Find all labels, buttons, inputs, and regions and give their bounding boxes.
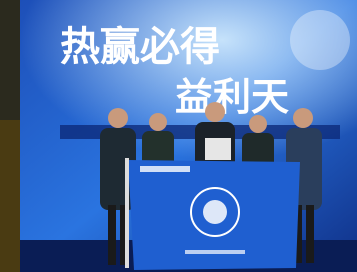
- banner-pole: [125, 158, 129, 268]
- banner-sponsor: [140, 166, 190, 172]
- headline-line1: 热赢必得: [60, 23, 220, 70]
- photo: 热赢必得 益利天: [0, 0, 357, 272]
- banner-caption: [185, 250, 245, 254]
- light-flare: [290, 10, 350, 70]
- headline-line2: 益利天: [175, 74, 289, 119]
- left-strip-lower: [0, 120, 20, 272]
- page: 热赢必得 益利天 (() => { const data = JSON.pars…: [0, 0, 357, 272]
- banner-logo-center: [203, 200, 227, 224]
